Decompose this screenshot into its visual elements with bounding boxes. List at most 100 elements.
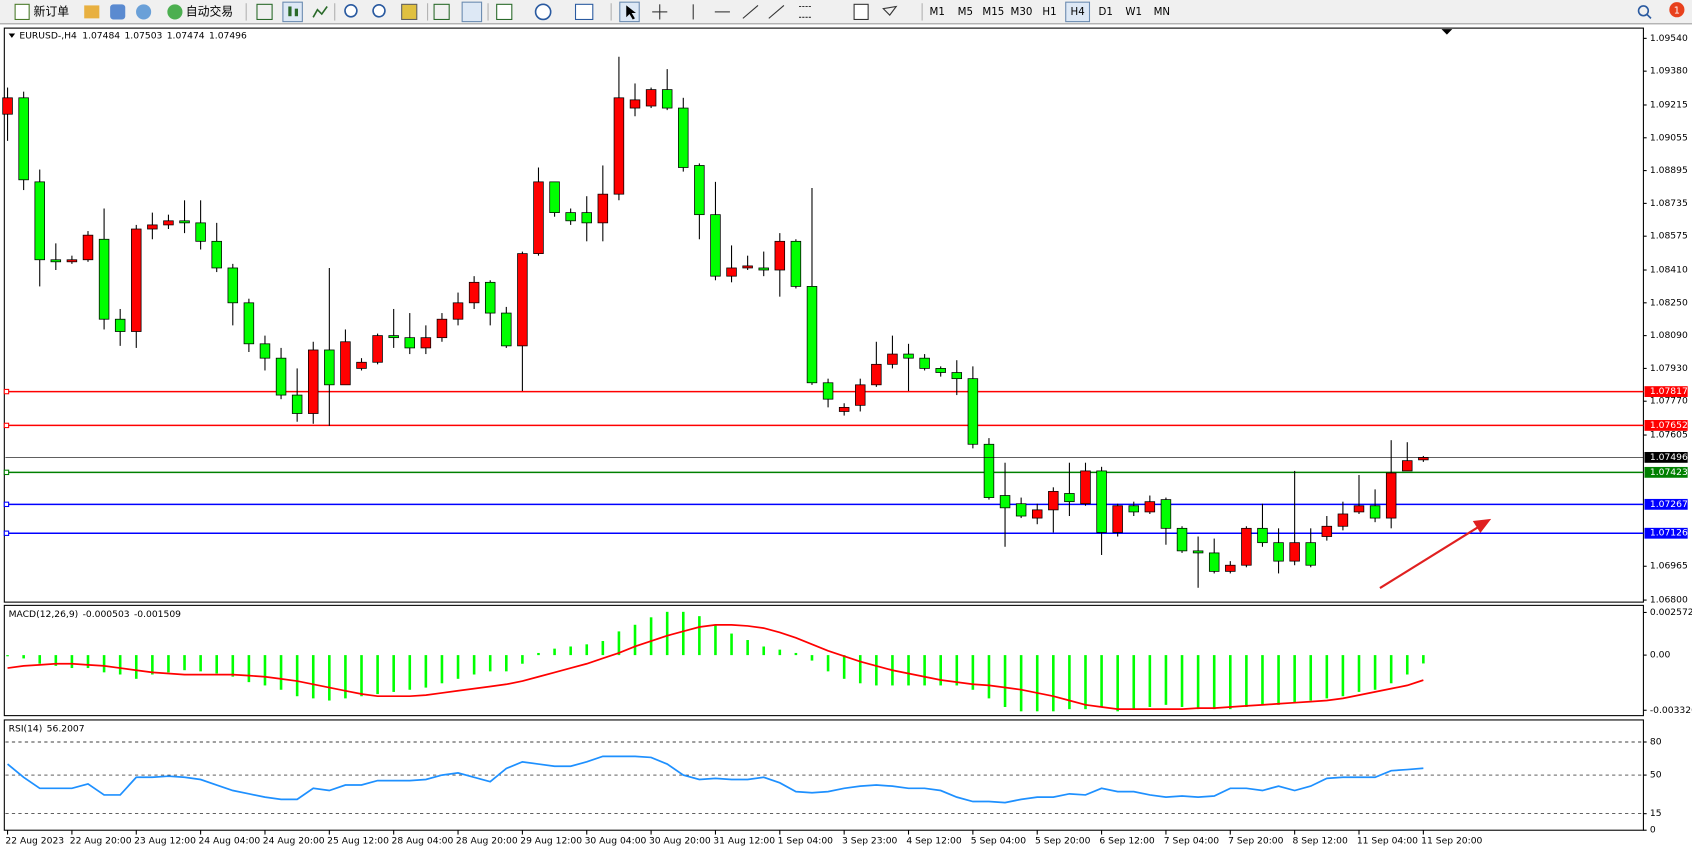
x-tick-label: 23 Aug 12:00 bbox=[134, 836, 196, 847]
candle-body bbox=[855, 384, 866, 406]
zoom-in-icon[interactable] bbox=[344, 4, 358, 18]
y-tick-label: 1.09215 bbox=[1650, 99, 1688, 110]
channel-icon[interactable] bbox=[768, 4, 785, 19]
auto-trading-icon[interactable] bbox=[167, 4, 183, 20]
candle-body bbox=[838, 406, 850, 412]
y-tick-label: 15 bbox=[1650, 808, 1662, 819]
x-tick-label: 29 Aug 12:00 bbox=[520, 836, 582, 847]
candle-body bbox=[484, 281, 496, 314]
candle-body bbox=[549, 181, 560, 213]
search-icon[interactable] bbox=[1646, 13, 1652, 19]
candle-body bbox=[581, 212, 592, 224]
candle-body bbox=[1321, 525, 1333, 537]
candle-body bbox=[1048, 491, 1059, 511]
periods-icon[interactable] bbox=[534, 3, 552, 21]
notification-badge[interactable] bbox=[1669, 2, 1685, 18]
timeframe-button[interactable]: MN bbox=[1154, 6, 1171, 18]
rsi-header: RSI(14) 56.2007 bbox=[9, 723, 85, 734]
candle-body bbox=[1176, 527, 1188, 552]
candle-body bbox=[404, 337, 416, 349]
y-tick-label: 1.08410 bbox=[1650, 265, 1688, 276]
candle-body bbox=[822, 382, 834, 400]
annotation-arrowhead bbox=[1472, 518, 1492, 533]
y-tick-label: 1.06965 bbox=[1650, 561, 1688, 572]
icon bbox=[626, 5, 636, 20]
candle-body bbox=[903, 353, 914, 359]
candle-body bbox=[1289, 542, 1300, 562]
candle-body bbox=[645, 89, 657, 107]
icon bbox=[288, 6, 292, 17]
x-tick-label: 11 Sep 20:00 bbox=[1421, 836, 1482, 847]
rsi-value: 56.2007 bbox=[47, 723, 85, 734]
candle-body bbox=[790, 240, 802, 287]
candle-body bbox=[597, 193, 609, 224]
x-tick-label: 4 Sep 12:00 bbox=[906, 836, 962, 847]
candle-body bbox=[114, 318, 126, 332]
macd-window bbox=[3, 604, 1644, 717]
macd-title: MACD(12,26,9) bbox=[9, 609, 79, 620]
tile-icon[interactable] bbox=[401, 3, 418, 20]
candle-body bbox=[1385, 472, 1397, 519]
search-icon[interactable] bbox=[1637, 5, 1650, 17]
candle-body bbox=[565, 212, 576, 222]
symbol-menu[interactable] bbox=[8, 33, 16, 38]
y-tick-label: 1.08735 bbox=[1650, 198, 1688, 209]
level-handle bbox=[3, 530, 10, 536]
candle-body bbox=[1160, 499, 1172, 529]
x-tick-label: 24 Aug 20:00 bbox=[263, 836, 325, 847]
new-order-button[interactable]: 新订单 bbox=[33, 4, 69, 18]
candle-body bbox=[131, 228, 142, 332]
candle-body bbox=[452, 302, 464, 320]
y-tick-label: 1.07770 bbox=[1650, 396, 1688, 407]
bid-price-label: 1.07496 bbox=[1650, 452, 1688, 463]
candle-body bbox=[983, 443, 995, 498]
icon[interactable] bbox=[136, 4, 152, 20]
bar-chart-icon[interactable] bbox=[256, 3, 273, 20]
trendline-icon[interactable] bbox=[742, 4, 759, 19]
timeframe-button[interactable]: M30 bbox=[1011, 6, 1033, 18]
timeframe-button[interactable]: H4 bbox=[1070, 6, 1084, 18]
timeframe-button[interactable]: W1 bbox=[1125, 6, 1142, 18]
x-tick-label: 22 Aug 2023 bbox=[5, 836, 64, 847]
line-chart-icon[interactable] bbox=[312, 6, 328, 18]
timeframe-button[interactable]: M5 bbox=[958, 6, 973, 18]
candle-body bbox=[1369, 505, 1381, 519]
rsi-title: RSI(14) bbox=[9, 723, 43, 734]
candle-body bbox=[436, 318, 448, 339]
candle-body bbox=[147, 224, 158, 230]
auto-trading-button[interactable]: 自动交易 bbox=[186, 4, 233, 18]
price-header: EURUSD-,H4 1.07484 1.07503 1.07474 1.07496 bbox=[19, 30, 247, 41]
shift-icon[interactable] bbox=[461, 1, 483, 23]
timeframe-button[interactable]: D1 bbox=[1098, 6, 1112, 18]
icon[interactable] bbox=[110, 4, 126, 20]
candle-body bbox=[340, 341, 351, 386]
candle-body bbox=[726, 267, 737, 277]
candle-body bbox=[1208, 552, 1220, 572]
candle-body bbox=[356, 361, 367, 369]
arrows-icon[interactable] bbox=[882, 5, 898, 16]
timeframe-button[interactable]: M15 bbox=[982, 6, 1004, 18]
candle-chart-icon[interactable] bbox=[282, 1, 303, 23]
level-price-label: 1.07423 bbox=[1650, 467, 1688, 478]
candle-body bbox=[211, 240, 222, 269]
new-order-icon[interactable] bbox=[14, 3, 30, 20]
zoom-out-icon[interactable] bbox=[372, 4, 386, 18]
candle-body bbox=[98, 238, 110, 320]
candle-body bbox=[50, 259, 62, 263]
timeframe-button[interactable]: M1 bbox=[930, 6, 945, 18]
templates-icon[interactable] bbox=[574, 3, 594, 20]
candle-body bbox=[372, 335, 383, 363]
candle-body bbox=[935, 368, 946, 373]
indicators-icon[interactable] bbox=[496, 3, 513, 20]
shift-marker bbox=[1441, 29, 1453, 35]
label-icon[interactable] bbox=[853, 3, 869, 20]
icon[interactable] bbox=[84, 5, 100, 19]
plot: 1.09540 1.09380 1.09215 1.09055 1.08895 1.087… bbox=[2, 33, 1692, 847]
candle-body bbox=[742, 265, 753, 269]
timeframe-button[interactable]: H1 bbox=[1042, 6, 1056, 18]
candle-body bbox=[195, 222, 206, 242]
y-tick-label: 80 bbox=[1650, 737, 1662, 748]
candle-body bbox=[1144, 501, 1156, 513]
candle-body bbox=[694, 165, 705, 216]
autoscroll-icon[interactable] bbox=[433, 3, 450, 20]
